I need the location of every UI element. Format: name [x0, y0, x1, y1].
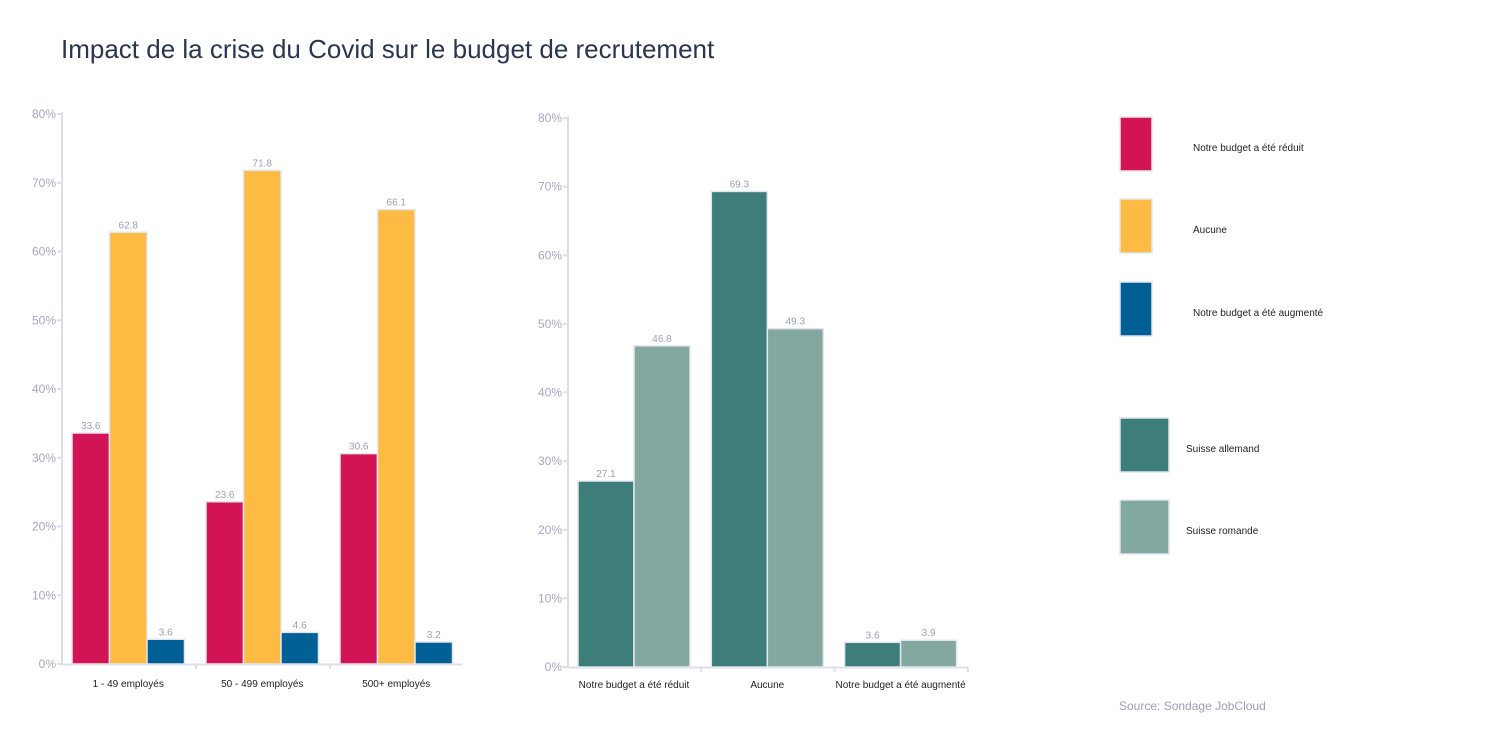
bar — [414, 641, 454, 665]
y-tick-label: 70% — [538, 180, 562, 194]
bar-value-label: 3.9 — [922, 628, 936, 639]
bar — [108, 231, 148, 665]
legend-label: Aucune — [1193, 225, 1227, 236]
bar — [146, 638, 186, 665]
bar — [242, 169, 282, 665]
y-tick-label: 60% — [538, 248, 562, 262]
legend-label: Suisse romande — [1186, 526, 1259, 537]
bar — [633, 345, 691, 668]
legend-swatch — [1119, 281, 1153, 337]
bar-value-label: 23.6 — [215, 490, 235, 501]
bar-value-label: 62.8 — [119, 220, 139, 231]
legend-label: Notre budget a été augmenté — [1193, 308, 1324, 319]
bar — [376, 208, 416, 665]
y-tick-label: 70% — [32, 176, 56, 190]
bar-value-label: 69.3 — [730, 179, 750, 190]
legend-swatch — [1119, 116, 1153, 172]
bar-value-label: 71.8 — [253, 158, 273, 169]
y-tick-label: 20% — [32, 520, 56, 534]
y-tick-label: 50% — [538, 317, 562, 331]
bar-value-label: 4.6 — [293, 620, 307, 631]
bar-value-label: 33.6 — [81, 421, 101, 432]
bar-value-label: 27.1 — [596, 469, 616, 480]
y-tick-label: 30% — [32, 451, 56, 465]
bar-value-label: 46.8 — [652, 334, 672, 345]
legend-swatch — [1119, 198, 1153, 254]
legend-swatch — [1119, 417, 1170, 473]
y-tick-label: 80% — [538, 111, 562, 125]
bar — [339, 452, 379, 665]
bar-value-label: 3.2 — [427, 630, 441, 641]
y-tick-label: 10% — [32, 588, 56, 602]
x-category-label: 1 - 49 employés — [93, 679, 164, 690]
bar — [205, 501, 245, 665]
bar-value-label: 3.6 — [866, 630, 880, 641]
bar-value-label: 66.1 — [387, 198, 407, 209]
x-category-label: Notre budget a été augmenté — [836, 680, 967, 691]
chart-left-panel: 0% 10% 20% 30% 40% 50% 60% 70% 80% 33.6 62.8 3.6 1 -… — [32, 107, 462, 690]
y-tick-label: 20% — [538, 523, 562, 537]
legend: Notre budget a été réduit Aucune Notre bud… — [1119, 116, 1324, 555]
y-tick-label: 10% — [538, 591, 562, 605]
x-category-label: Notre budget a été réduit — [579, 680, 690, 691]
y-tick-label: 0% — [39, 657, 57, 671]
y-tick-label: 0% — [545, 660, 563, 674]
bar-value-label: 30.6 — [349, 442, 369, 453]
y-tick-label: 30% — [538, 454, 562, 468]
source-note: Source: Sondage JobCloud — [1119, 699, 1266, 713]
y-tick-label: 40% — [538, 386, 562, 400]
bar-value-label: 49.3 — [786, 317, 806, 328]
x-category-label: Aucune — [750, 680, 784, 691]
bar — [710, 190, 769, 668]
legend-label: Suisse allemand — [1186, 444, 1259, 455]
y-tick-label: 40% — [32, 382, 56, 396]
chart-right-panel: 0% 10% 20% 30% 40% 50% 60% 70% 80% 27.1 46.8 Notre … — [538, 111, 969, 691]
chart-title: Impact de la crise du Covid sur le budge… — [61, 34, 715, 64]
bar — [71, 432, 111, 665]
bar-value-label: 3.6 — [159, 627, 173, 638]
bar — [843, 641, 902, 668]
y-tick-label: 80% — [32, 107, 56, 121]
legend-label: Notre budget a été réduit — [1193, 143, 1304, 154]
bar — [766, 327, 825, 668]
bar — [899, 639, 958, 668]
bar — [280, 631, 320, 665]
legend-swatch — [1119, 499, 1170, 555]
y-tick-label: 50% — [32, 313, 56, 327]
y-tick-label: 60% — [32, 245, 56, 259]
bar — [577, 480, 635, 668]
x-category-label: 500+ employés — [362, 679, 430, 690]
x-category-label: 50 - 499 employés — [221, 679, 303, 690]
